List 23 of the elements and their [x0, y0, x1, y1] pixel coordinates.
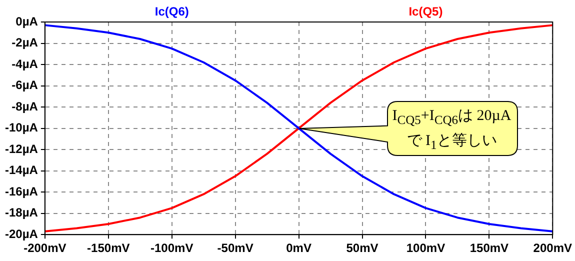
text: I$_{CQ5}$+I$_{CQ6}$は 20µA で I$_{1}$と等しい	[392, 108, 512, 152]
y-tick-label: -12µA	[4, 142, 38, 156]
y-tick-label: -6µA	[12, 78, 38, 92]
x-tick-label: -150mV	[87, 241, 130, 256]
y-tick-label: 0µA	[16, 14, 38, 28]
x-tick-label: 100mV	[406, 241, 446, 256]
y-tick-label: -4µA	[12, 56, 38, 71]
y-tick-label: -8µA	[12, 99, 38, 114]
y-tick-label: -18µA	[4, 206, 38, 220]
y-tick-label: -10µA	[4, 120, 38, 135]
y-tick-label: -16µA	[4, 184, 38, 198]
x-tick-label: 0mV	[286, 241, 312, 256]
x-tick-label: 50mV	[346, 241, 378, 256]
y-tick-label: -20µA	[4, 226, 38, 241]
text: Ic(Q6)	[154, 4, 189, 18]
x-tick-label: -50mV	[217, 241, 254, 256]
y-tick-label: -2µA	[12, 36, 38, 50]
text: Ic(Q5)	[408, 4, 443, 18]
x-tick-label: 150mV	[470, 241, 509, 256]
x-tick-label: 200mV	[533, 241, 572, 256]
y-tick-label: -14µA	[4, 163, 38, 178]
x-tick-label: -200mV	[24, 241, 66, 256]
x-tick-label: -100mV	[150, 241, 194, 256]
